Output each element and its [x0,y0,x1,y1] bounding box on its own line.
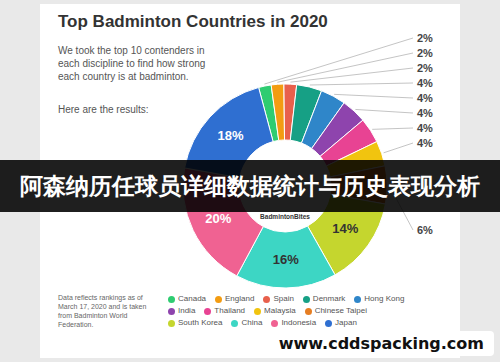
legend-item: Canada [168,293,206,305]
leader-line [384,143,413,153]
leader-line [277,53,413,82]
legend-swatch [305,308,312,315]
data-label: 2% [417,62,433,74]
legend-swatch [354,296,361,303]
legend-label: Spain [273,293,293,305]
leader-line [290,68,413,82]
watermark: www.cddspacking.com [269,331,494,356]
legend-swatch [204,308,211,315]
legend-label: Chinese Taipei [315,305,367,317]
legend-item: Spain [263,293,293,305]
slice [271,84,284,140]
legend-swatch [168,308,175,315]
data-label: 4% [417,122,433,134]
legend-swatch [168,320,175,327]
leader-line [264,38,413,84]
legend-item: South Korea [168,317,222,329]
data-label: 20% [205,211,231,226]
legend-item: Japan [325,317,357,329]
legend-swatch [271,320,278,327]
legend-label: Japan [335,317,357,329]
legend-item: Thailand [204,305,245,317]
leader-line [334,94,413,98]
legend-swatch [325,320,332,327]
data-label: 16% [273,252,299,267]
data-label: 4% [417,92,433,104]
data-label: 18% [218,128,244,143]
legend-item: Denmark [303,293,345,305]
legend-item: Hong Kong [354,293,404,305]
legend-label: China [241,317,262,329]
leader-line [310,83,413,85]
footnote: Data reflects rankings as of March 17, 2… [58,293,158,329]
legend-swatch [303,296,310,303]
legend-item: England [215,293,254,305]
data-label: 4% [417,107,433,119]
data-label: 4% [417,137,433,149]
legend-item: India [168,305,195,317]
overlay-banner: 阿森纳历任球员详细数据统计与历史表现分析 [0,160,500,212]
legend-swatch [263,296,270,303]
legend-swatch [254,308,261,315]
legend-swatch [215,296,222,303]
data-label: 2% [417,47,433,59]
legend-label: India [178,305,195,317]
legend-label: South Korea [178,317,222,329]
legend-label: Indonesia [281,317,316,329]
legend-item: Malaysia [254,305,296,317]
legend-swatch [168,296,175,303]
legend-item: Indonesia [271,317,316,329]
legend-label: Malaysia [264,305,296,317]
data-label: 14% [332,221,358,236]
legend-label: Denmark [313,293,345,305]
legend: Canada England Spain Denmark Hong Kong India T… [168,293,433,329]
intro: Here are the results: [58,104,149,115]
legend-label: England [225,293,254,305]
legend-swatch [231,320,238,327]
data-label: 6% [417,224,433,236]
legend-label: Thailand [214,305,245,317]
legend-label: Canada [178,293,206,305]
legend-label: Hong Kong [364,293,404,305]
title: Top Badminton Countries in 2020 [58,12,328,32]
data-label: 2% [417,32,433,44]
data-label: 4% [417,77,433,89]
legend-item: Chinese Taipei [305,305,367,317]
leader-line [355,109,413,113]
labels: 2% 2% 2% 4% 4% 4% 4% 4% 6% 14% 16% 20% 18% [205,32,433,267]
leader-line [372,128,413,129]
subtitle: We took the top 10 contenders in each di… [58,44,208,83]
legend-item: China [231,317,262,329]
center-text: BadmintonBites [260,213,310,220]
